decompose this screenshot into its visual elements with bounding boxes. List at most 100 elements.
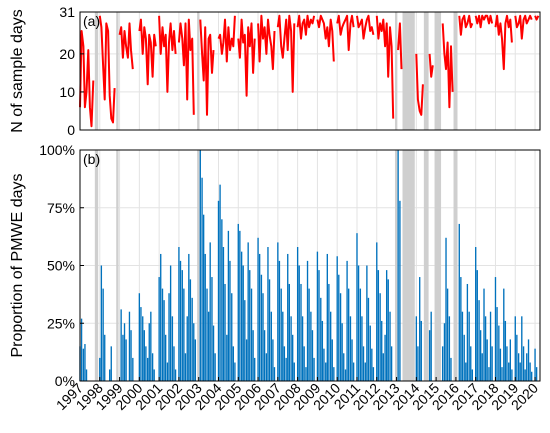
- shaded-period: [453, 150, 458, 381]
- bar: [146, 357, 149, 381]
- bar: [303, 346, 305, 381]
- bar: [498, 325, 500, 381]
- bar: [287, 253, 289, 381]
- bar: [163, 300, 165, 381]
- bar: [305, 367, 307, 381]
- bar: [153, 369, 155, 381]
- bar: [204, 253, 206, 381]
- bar: [288, 283, 291, 381]
- x-ticks-b: 1997199819992000200120022003200420052006…: [53, 377, 541, 413]
- line-segment: [276, 14, 296, 93]
- bar: [333, 367, 335, 381]
- bar: [443, 323, 446, 381]
- line-segment: [336, 14, 355, 52]
- line-segment: [534, 15, 540, 21]
- bar: [183, 288, 185, 381]
- axes-frame-a: [79, 11, 541, 131]
- bar: [178, 247, 180, 381]
- y-tick-label: 10: [59, 84, 75, 100]
- y-tick-label: 0%: [55, 373, 75, 389]
- bar: [151, 353, 154, 381]
- line-segment: [158, 15, 177, 93]
- bar: [283, 346, 286, 381]
- shaded-period: [197, 12, 200, 130]
- bar: [504, 320, 507, 381]
- y-tick-label: 20: [59, 46, 75, 62]
- line-segment: [494, 14, 513, 71]
- y-tick-label: 100%: [39, 142, 75, 158]
- bar: [219, 184, 221, 381]
- bar: [465, 362, 467, 381]
- bar: [222, 247, 225, 381]
- line-segment: [356, 14, 375, 40]
- bar: [201, 177, 203, 381]
- bar: [109, 369, 111, 381]
- bar: [292, 334, 294, 381]
- bar: [191, 297, 193, 381]
- bar: [308, 288, 310, 381]
- bar: [130, 330, 132, 381]
- bar: [489, 311, 492, 381]
- bar: [122, 334, 124, 381]
- y-ticks-a: 0 10 20 31: [59, 4, 84, 138]
- bar: [527, 339, 530, 381]
- bar: [158, 277, 160, 381]
- bar: [267, 247, 269, 381]
- bar: [470, 346, 472, 381]
- bar: [517, 353, 520, 381]
- bar: [82, 348, 85, 381]
- bar: [361, 316, 363, 381]
- bar: [369, 325, 371, 381]
- bar: [390, 346, 393, 381]
- bar: [339, 293, 342, 381]
- line-segment: [428, 53, 434, 78]
- shaded-period: [94, 150, 99, 381]
- bar: [252, 330, 254, 381]
- bar: [214, 353, 216, 381]
- bar: [169, 265, 172, 381]
- shaded-period: [402, 150, 415, 381]
- line-segment: [474, 14, 494, 29]
- bar: [138, 293, 141, 381]
- bar: [377, 270, 380, 381]
- shaded-period: [434, 150, 442, 381]
- bar: [221, 219, 223, 381]
- y-tick-label: 31: [59, 4, 75, 20]
- bar: [415, 316, 418, 381]
- bar: [509, 339, 511, 381]
- bar: [282, 311, 284, 381]
- bar: [466, 283, 469, 381]
- bar: [479, 330, 482, 381]
- bar: [384, 334, 386, 381]
- line-segment: [98, 15, 116, 124]
- bar: [441, 346, 444, 381]
- shaded-period: [116, 150, 119, 381]
- bar: [387, 279, 389, 381]
- bar: [343, 353, 345, 381]
- bar: [352, 362, 355, 381]
- bar: [84, 344, 86, 381]
- bar: [260, 274, 263, 381]
- bar: [458, 223, 460, 381]
- bar: [419, 277, 421, 381]
- bar: [300, 283, 302, 381]
- bar: [249, 270, 251, 381]
- bar: [341, 323, 343, 381]
- bar: [331, 339, 333, 381]
- bar: [382, 353, 384, 381]
- line-segment: [199, 19, 215, 116]
- bar: [397, 150, 399, 381]
- bar: [376, 242, 378, 381]
- bar: [254, 357, 256, 381]
- bar: [344, 369, 347, 381]
- bar: [328, 283, 330, 381]
- bar: [526, 353, 528, 381]
- bar: [164, 334, 167, 381]
- bar: [168, 293, 170, 381]
- bar: [499, 348, 502, 381]
- bar: [486, 339, 488, 381]
- bar: [494, 277, 497, 381]
- bar: [184, 353, 187, 381]
- shaded-period: [402, 12, 415, 130]
